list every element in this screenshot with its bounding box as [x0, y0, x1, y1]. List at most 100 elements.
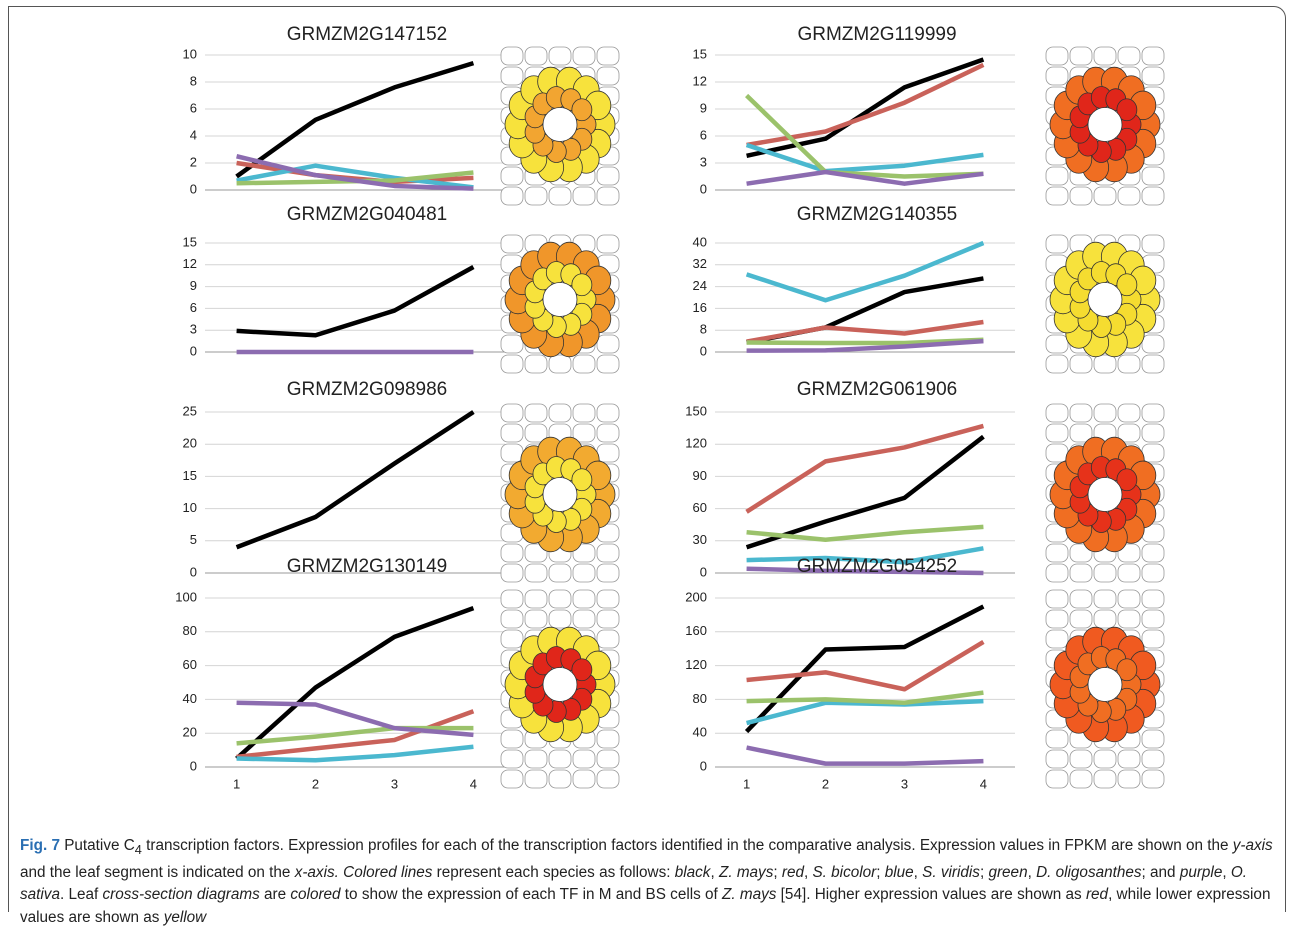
leaf-cell — [596, 749, 620, 769]
caption: Fig. 7 Putative C4 transcription factors… — [20, 835, 1275, 929]
leaf-cell — [500, 769, 524, 789]
caption-text: , — [913, 863, 923, 881]
bundle-sheath-cell — [1116, 658, 1138, 682]
series-line — [744, 604, 985, 734]
leaf-cell — [1069, 423, 1093, 443]
leaf-cell — [1045, 543, 1069, 563]
y-tick-label: 60 — [693, 500, 707, 515]
caption-text: black — [674, 863, 711, 881]
caption-text: S. bicolor — [812, 863, 877, 881]
caption-text: ; — [979, 863, 989, 881]
leaf-cell — [1069, 609, 1093, 629]
leaf-cell — [596, 423, 620, 443]
leaf-cell — [1045, 354, 1069, 374]
caption-text: , — [710, 863, 719, 881]
leaf-cell — [596, 609, 620, 629]
y-tick-label: 0 — [700, 181, 707, 196]
y-tick-label: 6 — [190, 300, 197, 315]
leaf-cell — [1093, 186, 1117, 206]
x-tick-label: 4 — [470, 776, 477, 791]
x-tick-label: 3 — [391, 776, 398, 791]
bundle-sheath-cell — [1116, 468, 1138, 492]
leaf-cell — [500, 403, 524, 423]
caption-text: yellow — [163, 908, 207, 926]
leaf-cell — [572, 354, 596, 374]
leaf-cell — [500, 234, 524, 254]
caption-text: , — [1222, 863, 1231, 881]
series-line — [745, 423, 985, 514]
leaf-cell — [524, 543, 548, 563]
leaf-cell — [1117, 769, 1141, 789]
caption-text: Colored lines — [343, 863, 433, 881]
leaf-cell — [1117, 609, 1141, 629]
series-line — [745, 142, 984, 174]
leaf-cell — [500, 354, 524, 374]
leaf-cell — [596, 234, 620, 254]
x-tick-label: 2 — [822, 776, 829, 791]
series-line — [746, 524, 984, 542]
x-tick-label: 1 — [233, 776, 240, 791]
series-line — [235, 410, 475, 550]
series-line — [746, 337, 984, 346]
leaf-cell — [1117, 354, 1141, 374]
leaf-cell — [1045, 423, 1069, 443]
leaf-cell — [1069, 46, 1093, 66]
leaf-cell — [596, 403, 620, 423]
leaf-cell — [1045, 749, 1069, 769]
leaf-cell — [500, 423, 524, 443]
caption-text: purple — [1179, 863, 1223, 881]
y-tick-label: 10 — [183, 46, 197, 61]
leaf-cell — [1045, 234, 1069, 254]
leaf-cell — [548, 609, 572, 629]
series-line — [746, 698, 984, 726]
y-tick-label: 160 — [685, 623, 707, 638]
y-tick-label: 2 — [190, 154, 197, 169]
series-line — [236, 265, 475, 338]
y-tick-label: 20 — [183, 436, 197, 451]
y-tick-label: 8 — [190, 73, 197, 88]
leaf-cell — [1069, 186, 1093, 206]
leaf-cell — [500, 749, 524, 769]
caption-text: y-axis — [1232, 837, 1273, 854]
y-tick-label: 3 — [700, 154, 707, 169]
series-line — [746, 319, 984, 344]
leaf-cell — [1117, 403, 1141, 423]
leaf-cell — [1117, 46, 1141, 66]
caption-text: Z. mays — [722, 886, 777, 904]
leaf-cell — [1141, 403, 1165, 423]
leaf-cell — [500, 543, 524, 563]
leaf-cell — [548, 186, 572, 206]
series-line — [746, 169, 984, 186]
leaf-cell — [524, 186, 548, 206]
caption-text: , — [1027, 863, 1037, 881]
y-tick-label: 0 — [700, 758, 707, 773]
leaf-cell — [596, 354, 620, 374]
leaf-cell — [1093, 609, 1117, 629]
leaf-cell — [596, 629, 620, 649]
leaf-cell — [1141, 589, 1165, 609]
leaf-cell — [500, 186, 524, 206]
leaf-cell — [1141, 166, 1165, 186]
leaf-cell — [1117, 589, 1141, 609]
leaf-cell — [1045, 403, 1069, 423]
leaf-cell — [1093, 749, 1117, 769]
leaf-diagram — [500, 589, 620, 789]
y-tick-label: 20 — [183, 725, 197, 740]
chart-title: GRMZM2G119999 — [797, 24, 956, 45]
leaf-cell — [1045, 166, 1069, 186]
caption-text: . Leaf — [59, 886, 103, 904]
leaf-cell — [548, 403, 572, 423]
caption-text: Fig. 7 — [20, 837, 60, 854]
y-tick-label: 10 — [183, 500, 197, 515]
vascular-bundle — [1087, 107, 1123, 142]
leaf-cell — [500, 729, 524, 749]
leaf-cell — [1045, 589, 1069, 609]
y-tick-label: 0 — [700, 564, 707, 579]
y-tick-label: 12 — [693, 73, 707, 88]
bundle-sheath-cell — [571, 468, 593, 492]
leaf-cell — [1069, 403, 1093, 423]
leaf-cell — [524, 769, 548, 789]
vascular-bundle — [1087, 282, 1123, 317]
leaf-cell — [1045, 609, 1069, 629]
caption-text: O. sativa — [20, 863, 1247, 904]
